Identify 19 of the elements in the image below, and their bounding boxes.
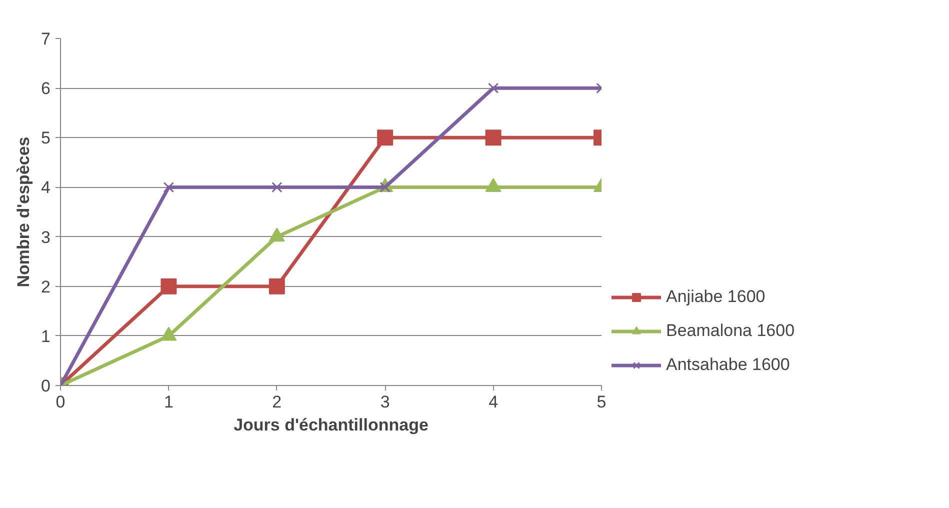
y-tick-label: 4 [41, 178, 51, 198]
y-tick-label: 0 [41, 376, 51, 396]
y-tick-label: 5 [41, 128, 51, 148]
y-tick-label: 7 [41, 30, 51, 48]
y-tick-label: 3 [41, 228, 51, 247]
legend-label: Antsahabe 1600 [666, 355, 790, 375]
y-axis-title: Nombre d'espèces [14, 136, 34, 288]
x-tick-label: 3 [380, 392, 390, 412]
legend-label: Beamalona 1600 [666, 321, 795, 341]
x-axis-title: Jours d'échantillonnage [234, 416, 428, 434]
x-tick-label: 4 [488, 392, 498, 412]
x-tick-label: 2 [272, 392, 282, 412]
x-tick-label: 5 [596, 392, 606, 412]
y-tick-label: 1 [41, 326, 51, 346]
y-tick-label: 6 [41, 79, 51, 98]
x-tick-label: 1 [164, 392, 174, 412]
x-tick-label: 0 [56, 392, 66, 412]
y-tick-label: 2 [41, 277, 51, 296]
legend-label: Anjiabe 1600 [666, 287, 766, 307]
